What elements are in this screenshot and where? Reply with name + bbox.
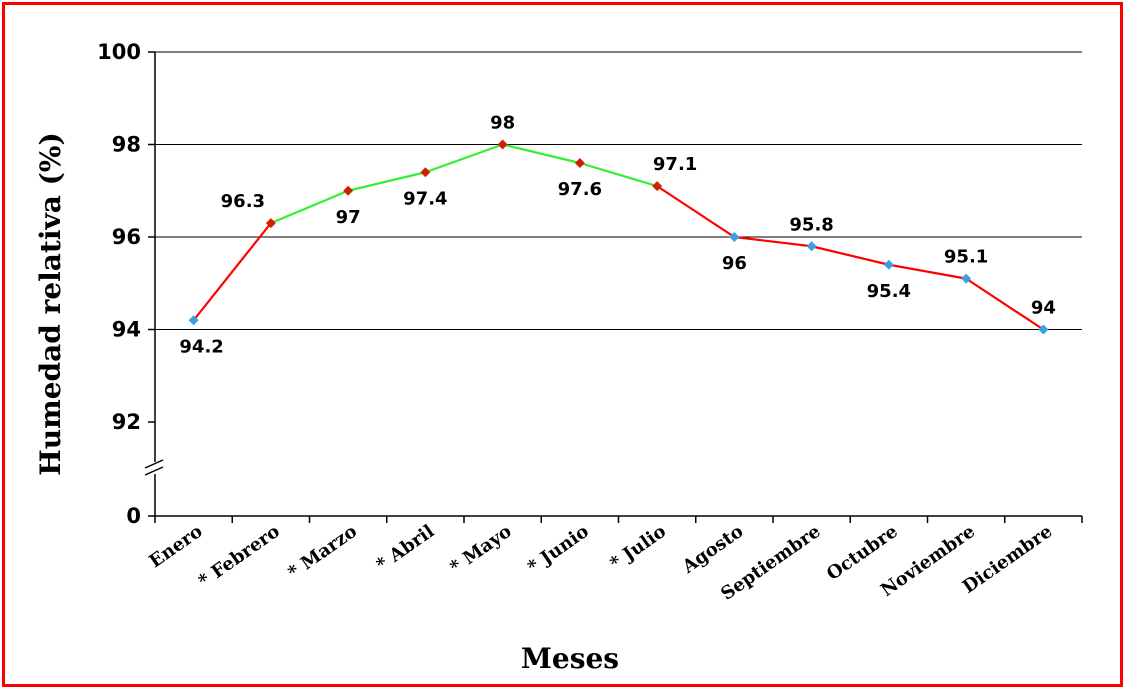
x-tick-label: * Abril [373,521,439,576]
x-tick-label: Agosto [678,521,747,578]
data-label: 97.4 [403,188,447,209]
data-point-marker [961,273,972,284]
data-point-marker [806,241,817,252]
data-label: 94 [1031,298,1056,319]
data-point-marker [265,218,276,229]
x-tick-label: * Mayo [446,521,515,578]
y-tick-label: 94 [112,318,141,342]
data-label: 94.2 [179,336,223,357]
data-label: 98 [490,113,515,134]
data-point-marker [497,139,508,150]
axis-break-mark [144,466,164,476]
x-tick-label: * Marzo [284,521,361,584]
data-point-marker [729,232,740,242]
data-point-marker [188,315,199,326]
y-tick-label: 92 [112,410,141,434]
series-line-segment [734,235,812,248]
y-tick-label: 98 [112,133,141,157]
series-line-segment [579,161,658,188]
data-label: 97.1 [653,154,697,175]
data-label: 95.4 [867,281,911,302]
y-tick-label: 0 [126,504,141,528]
data-point-marker [883,259,894,270]
data-point-marker [1038,324,1049,335]
data-point-marker [343,185,354,196]
series-line-segment [965,277,1044,331]
data-label: 96 [722,253,747,274]
series-line-segment [425,143,503,174]
series-line-segment [811,245,890,266]
y-tick-label: 100 [97,40,141,64]
series-line-segment [347,171,426,192]
data-point-marker [574,158,585,168]
y-axis-title: Humedad relativa (%) [34,132,67,475]
series-line-segment [192,222,272,321]
data-label: 97.6 [558,179,602,200]
x-tick-label: * Febrero [195,521,284,592]
series-line-segment [656,185,735,238]
x-tick-label: * Junio [524,521,593,578]
series-line-segment [502,143,581,165]
y-tick-label: 96 [112,225,141,249]
data-label: 96.3 [221,191,265,212]
x-tick-label: Enero [146,521,207,572]
data-label: 95.8 [789,214,833,235]
series-line-segment [270,189,349,225]
x-tick-label: * Julio [606,521,670,574]
series-line-segment [888,263,967,280]
data-label: 95.1 [944,247,988,268]
x-axis-title: Meses [521,642,619,675]
axis-break-mark [144,459,164,469]
data-point-marker [652,181,663,192]
data-label: 97 [336,207,361,228]
data-point-marker [420,167,431,178]
